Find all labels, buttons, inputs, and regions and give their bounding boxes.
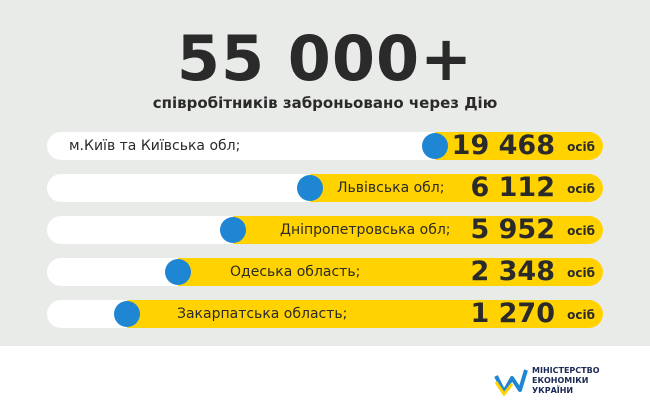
logo-stroke bbox=[494, 381, 514, 396]
region-row: Одеська область; 2 348 осіб bbox=[47, 258, 603, 286]
panel bbox=[0, 0, 650, 346]
region-label: Одеська область; bbox=[230, 264, 361, 280]
region-label: Дніпропетровська обл; bbox=[280, 222, 451, 238]
region-label: Львівська обл; bbox=[337, 180, 445, 196]
logo-line: УКРАЇНИ bbox=[532, 386, 574, 395]
marker bbox=[422, 133, 448, 159]
unit: осіб bbox=[567, 266, 595, 280]
marker bbox=[114, 301, 140, 327]
marker bbox=[165, 259, 191, 285]
logo-text: МІНІСТЕРСТВО ЕКОНОМІКИ УКРАЇНИ bbox=[532, 366, 600, 396]
highlight bbox=[435, 132, 603, 160]
highlight bbox=[127, 300, 603, 328]
marker bbox=[220, 217, 246, 243]
logo-stroke bbox=[494, 369, 528, 394]
logo-icon bbox=[494, 369, 528, 396]
region-label: м.Київ та Київська обл; bbox=[69, 138, 241, 154]
region-row: м.Київ та Київська обл; 19 468 осіб bbox=[47, 132, 603, 160]
marker bbox=[297, 175, 323, 201]
region-value: 5 952 bbox=[470, 214, 555, 245]
unit: осіб bbox=[567, 140, 595, 154]
unit: осіб bbox=[567, 308, 595, 322]
region-value: 1 270 bbox=[470, 298, 555, 329]
highlight bbox=[233, 216, 603, 244]
region-row: Закарпатська область; 1 270 осіб bbox=[47, 300, 603, 328]
region-value: 2 348 bbox=[470, 256, 555, 287]
region-value: 19 468 bbox=[451, 130, 555, 161]
highlight bbox=[178, 258, 603, 286]
logo-line: ЕКОНОМІКИ bbox=[532, 376, 589, 385]
region-row: Львівська обл; 6 112 осіб bbox=[47, 174, 603, 202]
highlight bbox=[310, 174, 603, 202]
logo-line: МІНІСТЕРСТВО bbox=[532, 366, 600, 375]
region-label: Закарпатська область; bbox=[177, 306, 348, 322]
subtitle: співробітників заброньовано через Дію bbox=[152, 94, 498, 112]
region-value: 6 112 bbox=[470, 172, 555, 203]
unit: осіб bbox=[567, 224, 595, 238]
region-row: Дніпропетровська обл; 5 952 осіб bbox=[47, 216, 603, 244]
unit: осіб bbox=[567, 182, 595, 196]
headline: 55 000+ bbox=[176, 22, 474, 95]
